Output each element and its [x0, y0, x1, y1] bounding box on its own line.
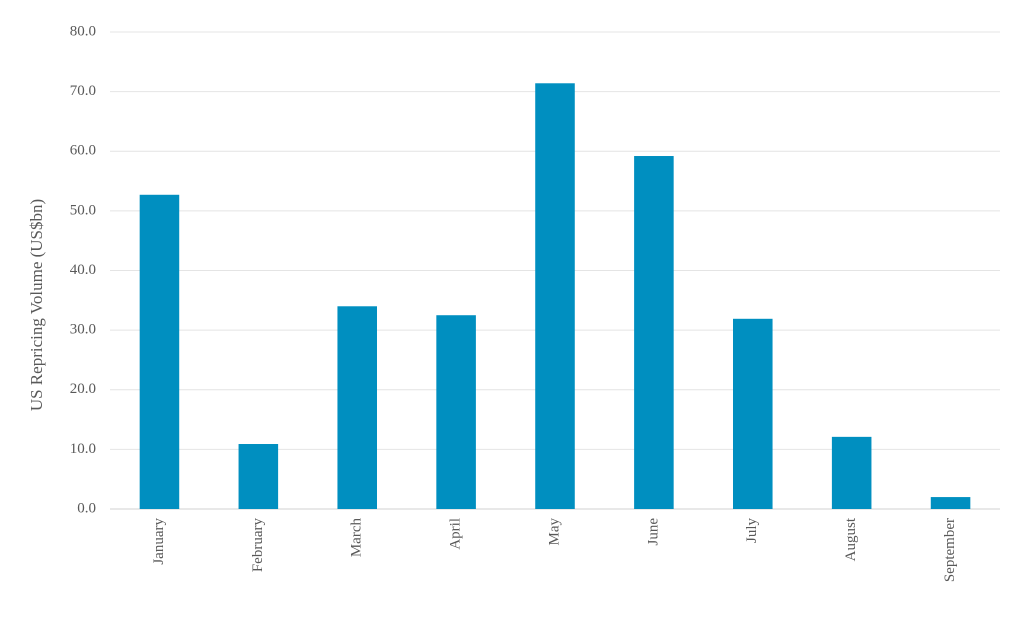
y-tick-label: 10.0 [70, 441, 96, 457]
x-tick-label: January [151, 518, 167, 565]
bar [831, 436, 872, 509]
y-tick-label: 0.0 [77, 500, 96, 516]
y-tick-label: 50.0 [70, 202, 96, 218]
y-tick-label: 80.0 [70, 23, 96, 39]
y-tick-label: 40.0 [70, 262, 96, 278]
y-tick-label: 70.0 [70, 83, 96, 99]
bar [733, 318, 773, 509]
bar [535, 83, 575, 509]
x-tick-label: September [942, 518, 958, 582]
y-tick-label: 30.0 [70, 322, 96, 338]
bar [634, 156, 674, 509]
bar [930, 497, 971, 509]
x-tick-label: February [250, 518, 266, 573]
x-tick-label: June [645, 518, 661, 546]
x-tick-label: July [744, 518, 760, 544]
bar [139, 194, 180, 509]
x-tick-label: April [448, 518, 464, 550]
y-tick-label: 20.0 [70, 381, 96, 397]
bar [238, 444, 279, 509]
y-tick-label: 60.0 [70, 143, 96, 159]
x-tick-label: May [546, 518, 562, 546]
y-axis-title: US Repricing Volume (US$bn) [27, 199, 46, 411]
bar [337, 306, 377, 509]
x-tick-label: August [843, 517, 859, 561]
x-tick-label: March [349, 518, 365, 558]
bar [436, 315, 476, 509]
